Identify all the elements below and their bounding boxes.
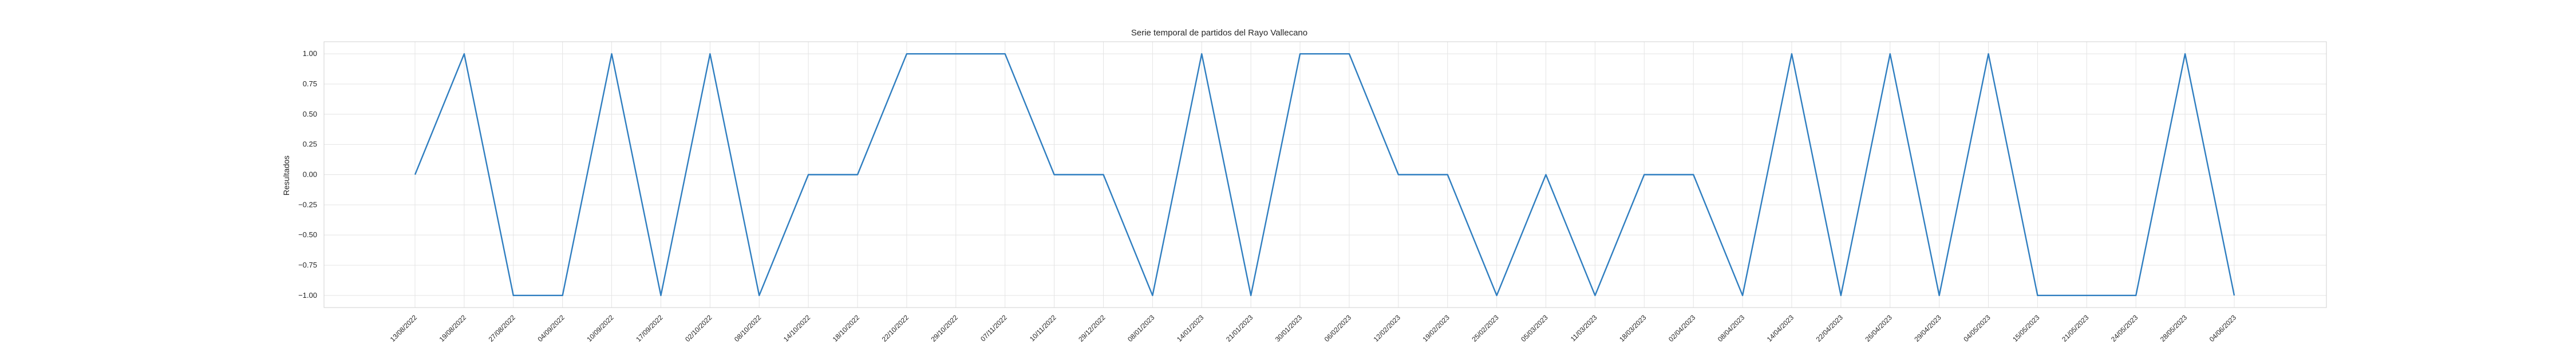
y-tick-label: 0.25	[303, 140, 317, 149]
x-tick-label: 22/10/2022	[880, 313, 911, 343]
x-tick-label: 21/01/2023	[1224, 313, 1255, 343]
x-tick-label: 10/11/2022	[1028, 313, 1058, 343]
chart-title: Serie temporal de partidos del Rayo Vall…	[1131, 28, 1307, 38]
x-tick-label: 13/08/2022	[389, 313, 419, 343]
x-tick-label: 21/05/2023	[2060, 313, 2091, 343]
x-tick-label: 10/09/2022	[585, 313, 615, 343]
y-tick-label: −0.50	[298, 230, 317, 239]
x-tick-label: 14/04/2023	[1765, 313, 1796, 343]
x-tick-label: 26/04/2023	[1864, 313, 1894, 343]
x-tick-label: 14/01/2023	[1175, 313, 1206, 343]
x-tick-label: 22/04/2023	[1815, 313, 1845, 343]
x-tick-label: 29/04/2023	[1913, 313, 1943, 343]
x-tick-label: 08/10/2022	[733, 313, 763, 343]
x-tick-label: 29/10/2022	[930, 313, 960, 343]
x-tick-label: 08/01/2023	[1126, 313, 1156, 343]
y-tick-label: −0.75	[298, 261, 317, 269]
x-tick-label: 06/02/2023	[1323, 313, 1353, 343]
x-axis-ticks: 13/08/2022 19/08/2022 27/08/2022 04/09/2022…	[389, 313, 2238, 343]
y-tick-label: −1.00	[298, 291, 317, 300]
x-tick-label: 24/05/2023	[2109, 313, 2140, 343]
x-tick-label: 07/11/2022	[979, 313, 1009, 343]
plot-frame	[323, 41, 2327, 308]
x-tick-label: 18/10/2022	[831, 313, 862, 343]
x-tick-label: 04/05/2023	[1962, 313, 1992, 343]
x-tick-label: 02/04/2023	[1667, 313, 1697, 343]
y-tick-label: 0.00	[303, 170, 317, 179]
x-tick-label: 28/05/2023	[2159, 313, 2189, 343]
x-tick-label: 29/12/2022	[1077, 313, 1107, 343]
x-tick-label: 11/03/2023	[1569, 313, 1599, 343]
x-tick-label: 25/02/2023	[1470, 313, 1500, 343]
data-points	[414, 54, 2235, 296]
x-tick-label: 17/09/2022	[634, 313, 665, 343]
y-tick-label: 0.50	[303, 110, 317, 118]
x-tick-label: 12/02/2023	[1372, 313, 1402, 343]
y-tick-label: −0.25	[298, 200, 317, 209]
y-tick-label: 1.00	[303, 49, 317, 58]
series-line	[414, 53, 2235, 297]
x-tick-label: 27/08/2022	[487, 313, 517, 343]
x-tick-label: 18/03/2023	[1618, 313, 1648, 343]
y-tick-label: 0.75	[303, 79, 317, 88]
y-axis-label: Resultados	[282, 155, 291, 196]
x-tick-label: 05/03/2023	[1519, 313, 1550, 343]
x-tick-label: 30/01/2023	[1274, 313, 1304, 343]
x-tick-label: 15/05/2023	[2011, 313, 2041, 343]
x-tick-label: 04/09/2022	[536, 313, 566, 343]
x-tick-label: 08/04/2023	[1716, 313, 1747, 343]
y-axis-ticks: 1.00 0.75 0.50 0.25 0.00 −0.25 −0.50 −0.75 −1.00	[298, 49, 317, 300]
x-tick-label: 04/06/2023	[2208, 313, 2238, 343]
x-tick-label: 19/02/2023	[1421, 313, 1451, 343]
x-tick-label: 19/08/2022	[438, 313, 468, 343]
x-tick-label: 14/10/2022	[782, 313, 812, 343]
gridlines	[324, 42, 2326, 308]
x-tick-label: 02/10/2022	[683, 313, 714, 343]
